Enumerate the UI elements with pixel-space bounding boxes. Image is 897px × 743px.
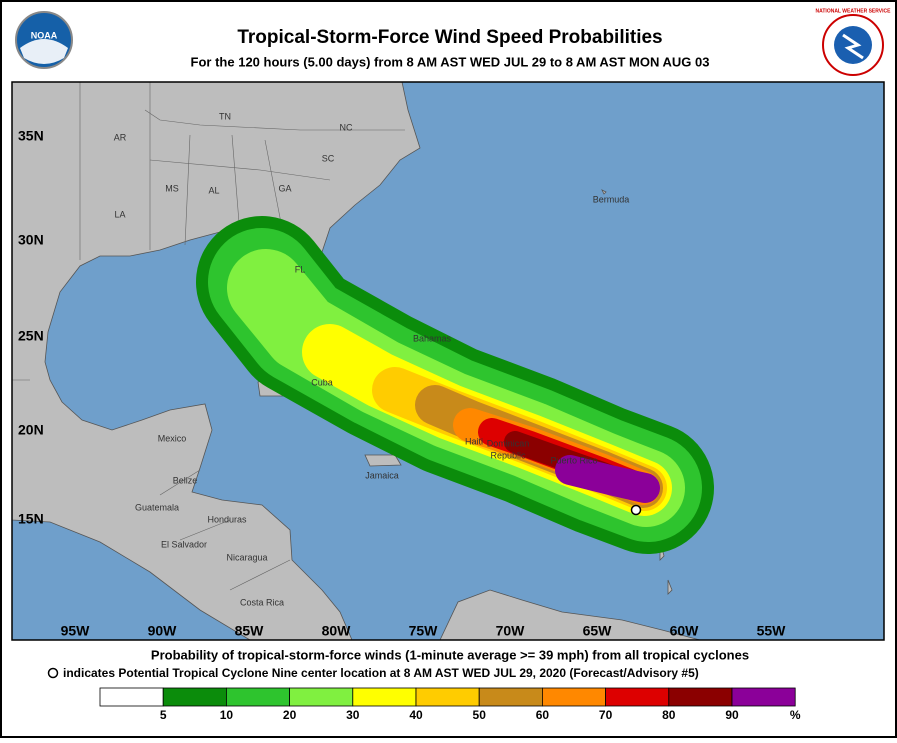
place-label: Cuba bbox=[311, 377, 333, 387]
lon-label: 85W bbox=[235, 623, 265, 639]
logo-text: NATIONAL WEATHER SERVICE bbox=[816, 8, 892, 14]
place-label: Bermuda bbox=[593, 194, 630, 204]
lon-label: 70W bbox=[496, 623, 526, 639]
place-label: SC bbox=[322, 153, 335, 163]
noaa-logo: NOAA bbox=[15, 11, 73, 69]
probability-band bbox=[555, 455, 660, 503]
place-label: NC bbox=[340, 122, 353, 132]
legend-label: 10 bbox=[220, 708, 234, 722]
legend-swatch bbox=[605, 687, 670, 707]
probability-swath bbox=[196, 216, 714, 554]
place-label: Haiti bbox=[465, 436, 483, 446]
nws-logo: NATIONAL WEATHER SERVICE bbox=[816, 8, 892, 76]
place-label: Jamaica bbox=[365, 470, 399, 480]
place-label: AL bbox=[208, 185, 219, 195]
legend-swatch bbox=[162, 687, 227, 707]
lon-label: 55W bbox=[757, 623, 787, 639]
legend-label: 80 bbox=[662, 708, 676, 722]
legend-label: 30 bbox=[346, 708, 360, 722]
center-symbol bbox=[47, 667, 59, 679]
place-label: FL bbox=[295, 264, 306, 274]
borders bbox=[12, 82, 405, 591]
legend-swatch bbox=[99, 687, 164, 707]
legend-label: 40 bbox=[409, 708, 423, 722]
legend-swatch bbox=[478, 687, 543, 707]
lat-label: 35N bbox=[18, 128, 44, 144]
legend-label: % bbox=[790, 708, 801, 722]
lat-label: 25N bbox=[18, 328, 44, 344]
place-label: Belize bbox=[173, 475, 198, 485]
legend-label: 20 bbox=[283, 708, 297, 722]
legend-swatch bbox=[731, 687, 796, 707]
legend: 5 10 20 30 40 50 60 70 80 90% bbox=[99, 687, 801, 722]
axis-labels: 95W 90W 85W 80W 75W 70W 65W 60W 55W 35N 30N 25N 20N 1… bbox=[18, 128, 786, 639]
place-label: Nicaragua bbox=[226, 552, 267, 562]
place-labels: AR TN NC SC MS AL GA LA FL Bermuda Baham… bbox=[114, 111, 630, 607]
legend-swatch bbox=[668, 687, 733, 707]
lon-label: 75W bbox=[409, 623, 439, 639]
legend-swatch bbox=[225, 687, 290, 707]
legend-label: 70 bbox=[599, 708, 613, 722]
footer-line: Probability of tropical-storm-force wind… bbox=[151, 647, 749, 662]
logo-text: NOAA bbox=[31, 30, 58, 40]
lon-label: 60W bbox=[670, 623, 700, 639]
subtitle: For the 120 hours (5.00 days) from 8 AM … bbox=[191, 54, 710, 69]
lat-label: 20N bbox=[18, 422, 44, 438]
legend-swatch bbox=[542, 687, 607, 707]
place-label: Mexico bbox=[158, 433, 187, 443]
place-label: Guatemala bbox=[135, 502, 179, 512]
place-label: Dominican bbox=[487, 438, 530, 448]
place-label: GA bbox=[278, 183, 291, 193]
lon-label: 80W bbox=[322, 623, 352, 639]
legend-label: 5 bbox=[160, 708, 167, 722]
lon-label: 65W bbox=[583, 623, 613, 639]
map: AR TN NC SC MS AL GA LA FL Bermuda Baham… bbox=[12, 82, 884, 640]
legend-swatch bbox=[352, 687, 417, 707]
footer-line: indicates Potential Tropical Cyclone Nin… bbox=[63, 666, 699, 680]
lon-label: 90W bbox=[148, 623, 178, 639]
place-label: Puerto Rico bbox=[550, 455, 597, 465]
place-label: Costa Rica bbox=[240, 597, 284, 607]
legend-label: 90 bbox=[725, 708, 739, 722]
storm-center bbox=[630, 504, 642, 516]
place-label: LA bbox=[114, 209, 125, 219]
place-label: AR bbox=[114, 132, 127, 142]
place-label: TN bbox=[219, 111, 231, 121]
title: Tropical-Storm-Force Wind Speed Probabil… bbox=[237, 27, 662, 48]
lon-label: 95W bbox=[61, 623, 91, 639]
place-label: El Salvador bbox=[161, 539, 207, 549]
legend-swatch bbox=[289, 687, 354, 707]
legend-label: 60 bbox=[536, 708, 550, 722]
place-label: MS bbox=[165, 183, 179, 193]
legend-label: 50 bbox=[473, 708, 487, 722]
place-label: Republic bbox=[490, 450, 526, 460]
lat-label: 15N bbox=[18, 511, 44, 527]
place-label: Bahamas bbox=[413, 333, 452, 343]
lat-label: 30N bbox=[18, 232, 44, 248]
place-label: Honduras bbox=[207, 514, 247, 524]
legend-swatch bbox=[415, 687, 480, 707]
map-border bbox=[11, 81, 885, 641]
